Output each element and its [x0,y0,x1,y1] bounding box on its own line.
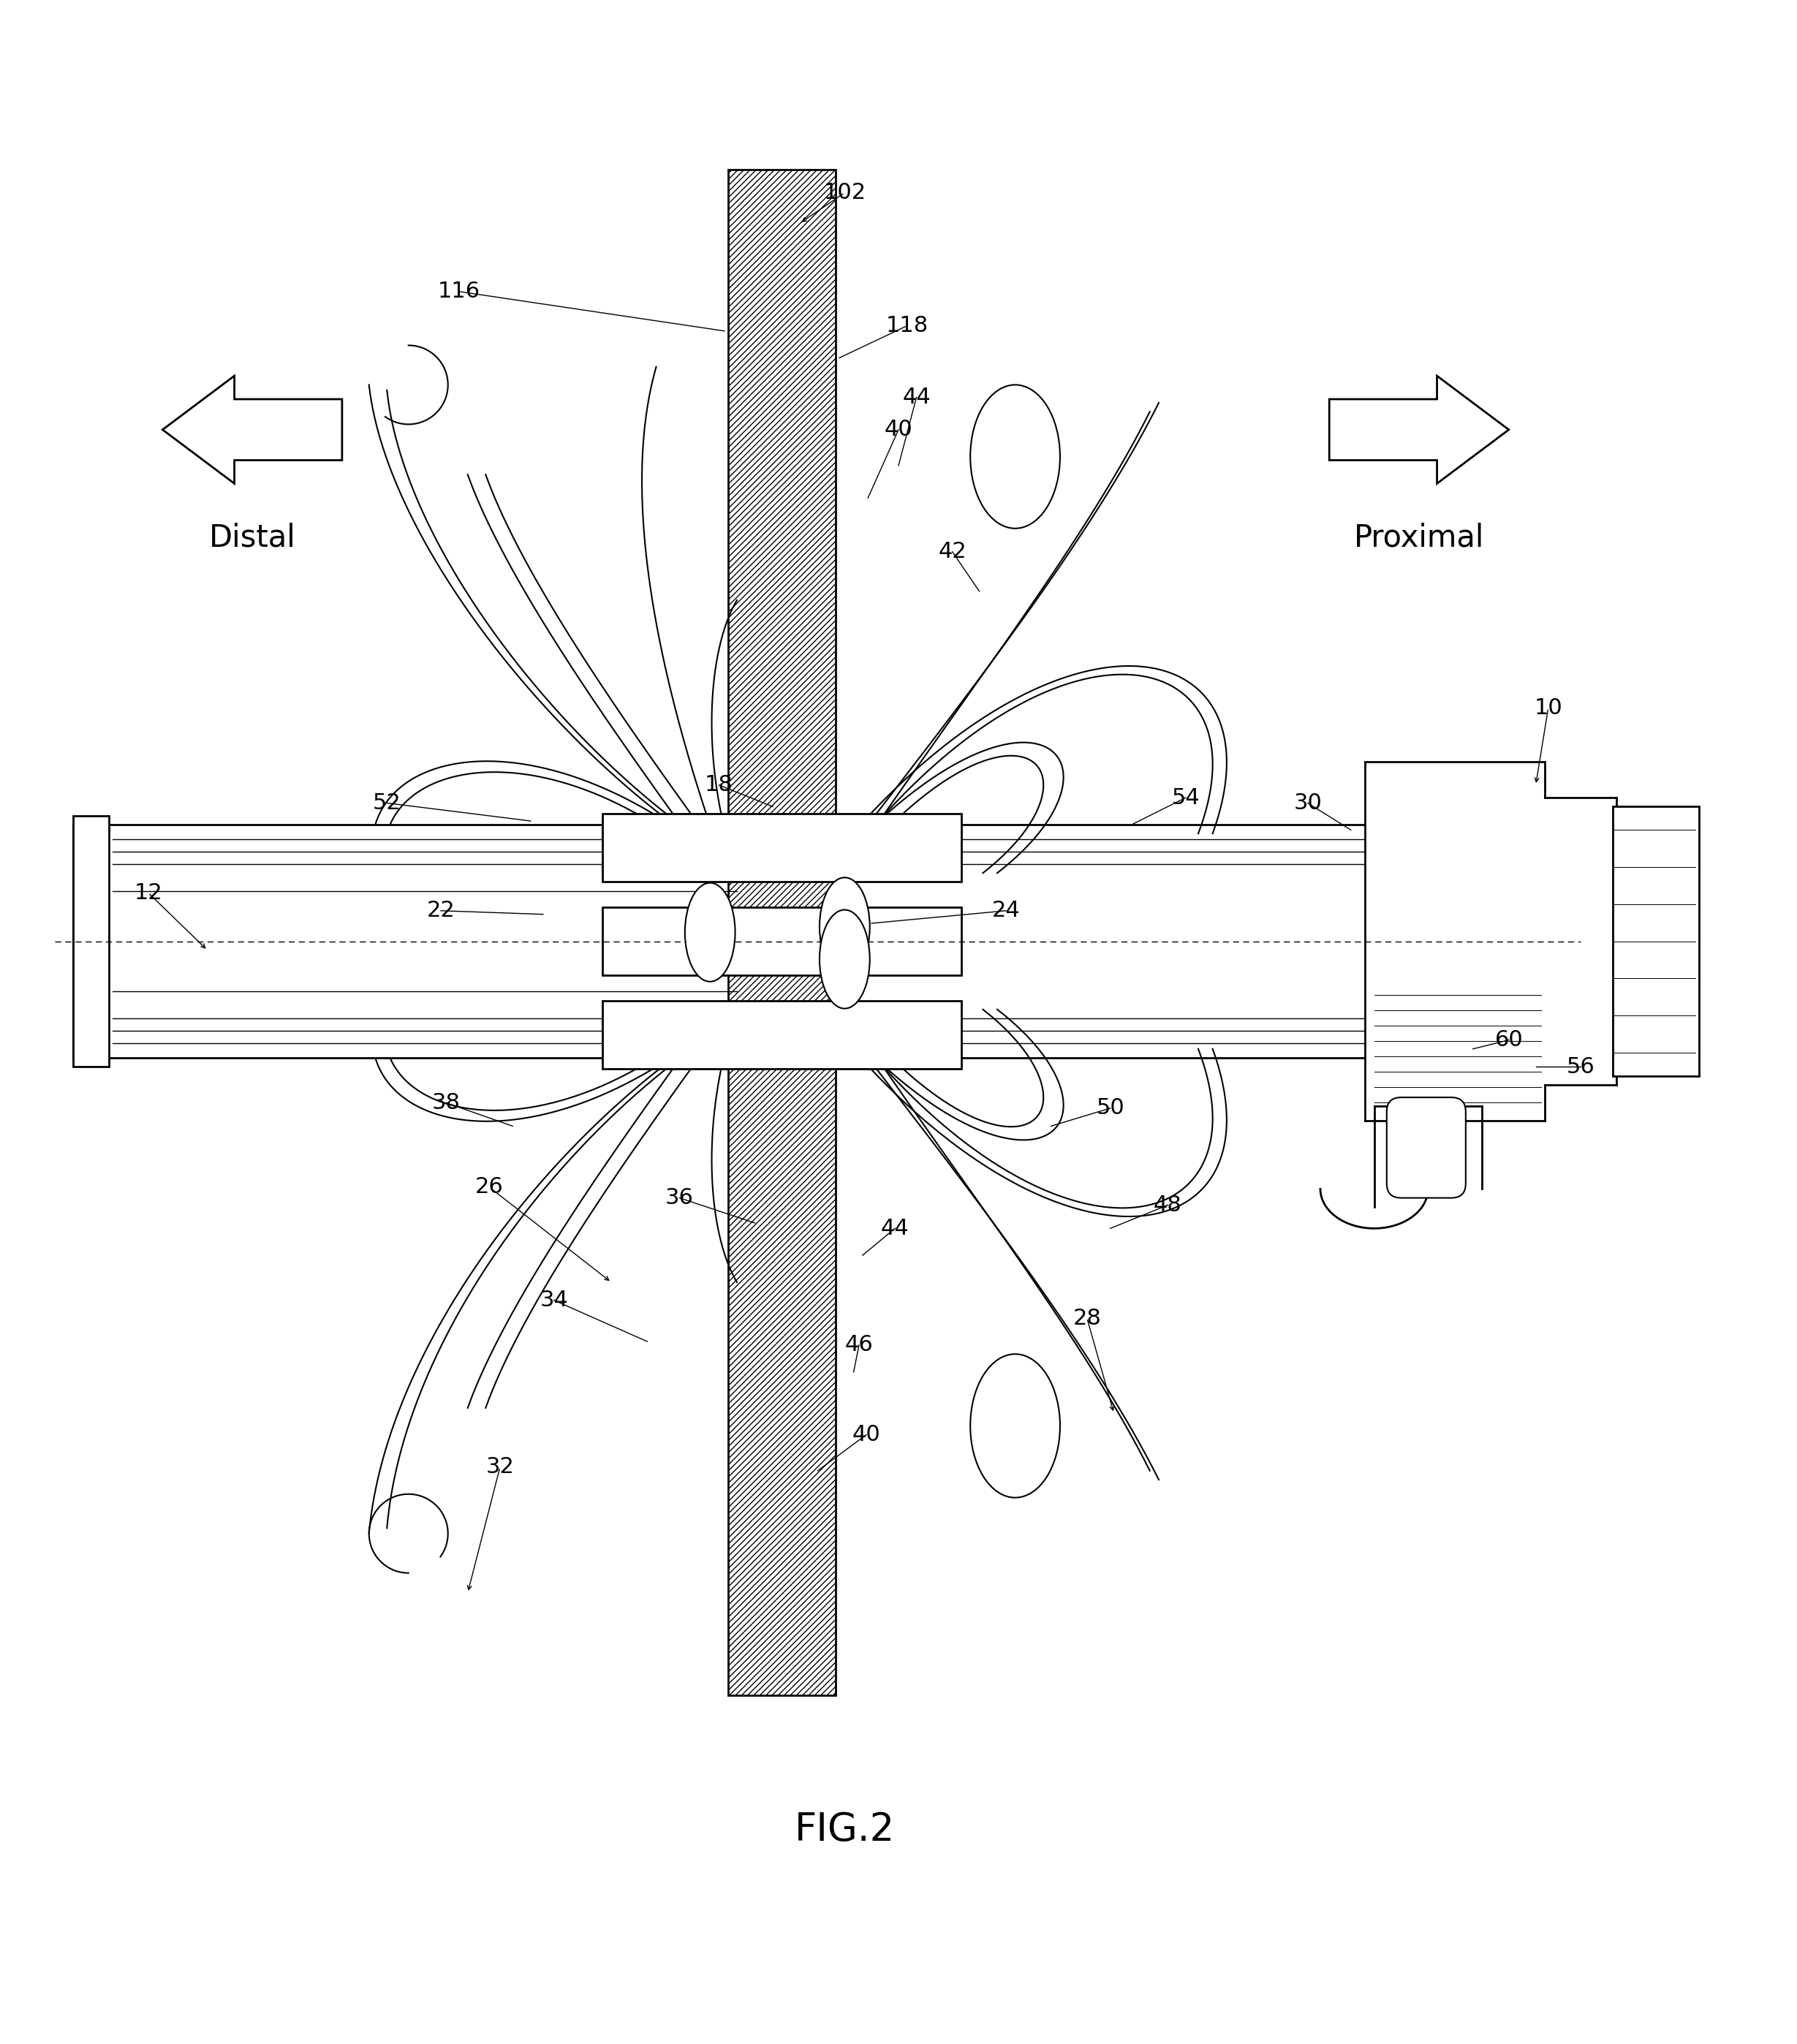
Text: 44: 44 [902,386,931,409]
Text: 10: 10 [1535,697,1562,719]
Ellipse shape [970,1353,1060,1498]
Text: 22: 22 [426,899,455,922]
Text: Distal: Distal [208,521,297,552]
Bar [728,170,836,1694]
Ellipse shape [685,883,735,981]
Text: 60: 60 [1495,1030,1522,1051]
Text: 50: 50 [1096,1098,1125,1118]
Text: 36: 36 [665,1188,694,1208]
Polygon shape [1366,762,1617,1120]
Text: 30: 30 [1294,793,1323,814]
Text: 46: 46 [845,1335,873,1355]
Bar [1614,807,1698,1075]
Text: 34: 34 [539,1290,568,1310]
Text: 118: 118 [886,315,929,335]
Text: 40: 40 [852,1425,881,1445]
Bar [74,816,108,1067]
Text: 18: 18 [704,775,733,795]
Bar [74,824,737,1059]
Text: 26: 26 [474,1177,503,1198]
Ellipse shape [819,877,870,977]
Bar [602,1000,961,1069]
Text: 102: 102 [823,182,866,202]
Text: 42: 42 [938,542,967,562]
Bar [728,170,836,1694]
Text: 116: 116 [437,280,480,303]
Polygon shape [162,376,341,484]
Text: 52: 52 [372,793,401,814]
Text: 32: 32 [485,1457,514,1478]
Text: 28: 28 [1073,1308,1102,1329]
Text: 24: 24 [992,899,1021,922]
Text: 44: 44 [881,1218,909,1239]
Text: FIG.2: FIG.2 [794,1811,895,1848]
Polygon shape [1330,376,1509,484]
Bar [602,814,961,883]
Text: 40: 40 [884,419,913,439]
FancyBboxPatch shape [1387,1098,1466,1198]
Ellipse shape [819,910,870,1008]
Text: 12: 12 [135,883,162,903]
Bar [602,908,961,975]
Ellipse shape [970,384,1060,529]
Text: 54: 54 [1172,787,1200,807]
Text: 56: 56 [1567,1057,1594,1077]
Text: 38: 38 [431,1091,460,1114]
Text: Proximal: Proximal [1353,521,1484,552]
Text: 48: 48 [1154,1194,1182,1216]
